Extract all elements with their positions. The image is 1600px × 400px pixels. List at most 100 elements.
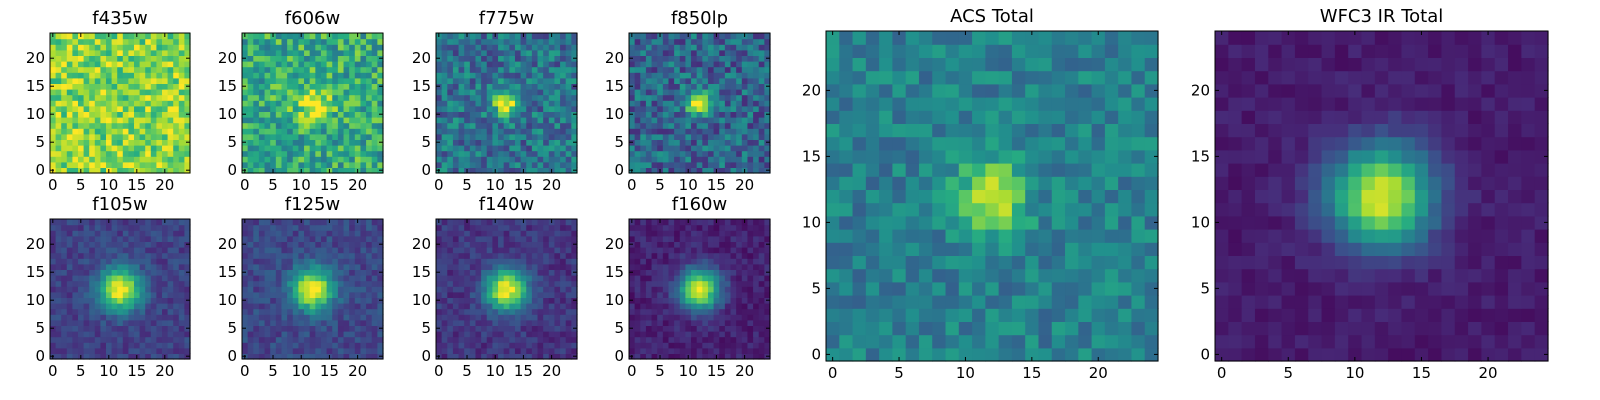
heatmap-cell: [469, 297, 477, 304]
heatmap-cell: [441, 128, 448, 135]
heatmap-cell: [764, 308, 771, 315]
heatmap-cell: [702, 94, 709, 101]
heatmap-cell: [548, 66, 556, 73]
heatmap-cell: [178, 303, 185, 310]
heatmap-cell: [89, 139, 96, 146]
heatmap-cell: [292, 230, 299, 237]
heatmap-cell: [730, 61, 737, 68]
heatmap-cell: [679, 122, 686, 129]
heatmap-cell: [441, 235, 448, 242]
heatmap-cell: [94, 55, 101, 62]
heatmap-cell: [360, 55, 367, 62]
heatmap-cell: [349, 342, 356, 349]
heatmap-cell: [354, 133, 362, 140]
heatmap-cell: [320, 89, 328, 96]
heatmap-cell: [753, 72, 760, 79]
heatmap-cell: [128, 161, 135, 168]
heatmap-cell: [691, 44, 698, 51]
heatmap-cell: [560, 252, 567, 259]
heatmap-cell: [724, 139, 732, 146]
heatmap-cell: [503, 331, 510, 338]
heatmap-cell: [106, 105, 113, 112]
heatmap-cell: [184, 150, 191, 157]
heatmap-cell: [514, 161, 522, 168]
heatmap-cell: [292, 105, 299, 112]
heatmap-cell: [156, 252, 163, 259]
heatmap-cell: [315, 230, 322, 237]
heatmap-cell: [128, 61, 135, 68]
heatmap-cell: [50, 161, 57, 168]
heatmap-cell: [724, 105, 732, 112]
heatmap-cell: [258, 342, 266, 349]
heatmap-cell: [713, 83, 720, 90]
heatmap-cell: [657, 161, 664, 168]
heatmap-cell: [702, 61, 709, 68]
heatmap-cell: [560, 342, 567, 349]
heatmap-cell: [548, 44, 556, 51]
heatmap-cell: [156, 94, 163, 101]
heatmap-cell: [275, 66, 283, 73]
heatmap-cell: [264, 247, 271, 254]
heatmap-cell: [61, 133, 68, 140]
heatmap-cell: [520, 72, 527, 79]
heatmap-cell: [83, 331, 90, 338]
heatmap-cell: [475, 156, 482, 163]
heatmap-cell: [270, 77, 277, 84]
heatmap-cell: [668, 156, 675, 163]
heatmap-cell: [366, 66, 373, 73]
heatmap-cell: [264, 83, 271, 90]
heatmap-cell: [371, 219, 378, 226]
heatmap-cell: [441, 286, 448, 293]
heatmap-cell: [287, 230, 294, 237]
heatmap-cell: [503, 150, 510, 157]
heatmap-cell: [253, 89, 260, 96]
heatmap-cell: [441, 117, 448, 124]
heatmap-cell: [651, 38, 658, 45]
heatmap-cell: [741, 150, 749, 157]
heatmap-cell: [78, 297, 85, 304]
heatmap-cell: [94, 33, 101, 40]
heatmap-cell: [464, 117, 471, 124]
heatmap-cell: [526, 258, 533, 265]
heatmap-cell: [475, 314, 482, 321]
heatmap-cell: [651, 83, 658, 90]
heatmap-cell: [679, 167, 686, 174]
heatmap-cell: [548, 291, 556, 298]
heatmap-cell: [486, 291, 493, 298]
heatmap-cell: [514, 89, 522, 96]
heatmap-cell: [554, 161, 561, 168]
heatmap-cell: [122, 241, 129, 248]
heatmap-cell: [111, 308, 118, 315]
heatmap-cell: [145, 325, 152, 332]
heatmap-cell: [173, 342, 180, 349]
heatmap-cell: [66, 314, 73, 321]
heatmap-cell: [436, 303, 443, 310]
heatmap-cell: [713, 331, 720, 338]
heatmap-cell: [651, 353, 658, 360]
heatmap-cell: [354, 347, 362, 354]
heatmap-cell: [78, 100, 85, 107]
heatmap-cell: [332, 263, 339, 270]
heatmap-cell: [281, 347, 288, 354]
heatmap-cell: [100, 275, 107, 282]
heatmap-cell: [122, 61, 129, 68]
heatmap-cell: [565, 286, 572, 293]
heatmap-cell: [72, 94, 79, 101]
heatmap-cell: [753, 319, 760, 326]
heatmap-cell: [537, 353, 544, 360]
y-tick-label: 0: [35, 347, 45, 365]
heatmap-cell: [100, 303, 107, 310]
heatmap-cell: [520, 111, 527, 118]
heatmap-cell: [320, 280, 328, 287]
heatmap-cell: [458, 331, 465, 338]
heatmap-cell: [514, 156, 522, 163]
heatmap-cell: [156, 342, 163, 349]
heatmap-cell: [360, 122, 367, 129]
heatmap-cell: [264, 303, 271, 310]
heatmap-cell: [167, 38, 174, 45]
heatmap-cell: [685, 100, 692, 107]
heatmap-cell: [458, 38, 465, 45]
y-tick-label: 20: [218, 235, 237, 253]
heatmap-cell: [111, 94, 118, 101]
